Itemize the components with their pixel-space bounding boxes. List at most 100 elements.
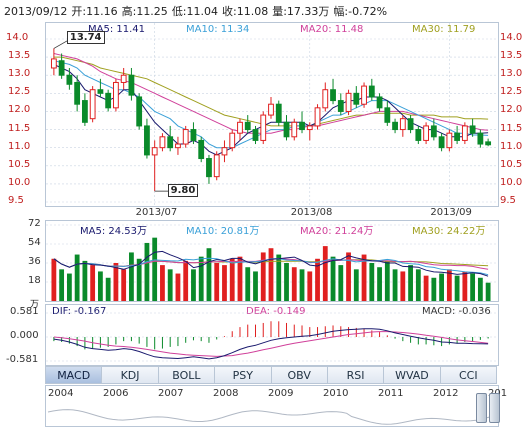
volume-ma5-line <box>53 250 489 277</box>
volume-bar <box>346 252 351 301</box>
macd-ytick: 0.581 <box>10 306 39 317</box>
timeline-left-handle[interactable] <box>476 393 487 423</box>
volume-ma30-label: MA30: 24.22万 <box>412 226 486 237</box>
tab-cci[interactable]: CCI <box>439 366 497 384</box>
tab-macd[interactable]: MACD <box>45 366 102 384</box>
volume-bar <box>183 260 189 301</box>
candle-body <box>330 89 336 102</box>
volume-bar <box>66 273 72 301</box>
volume-bar <box>74 254 80 301</box>
candle-body <box>97 89 104 94</box>
candle-body <box>469 125 476 134</box>
volume-bar <box>97 271 103 301</box>
volume-bar <box>206 248 212 301</box>
volume-bar <box>392 269 398 301</box>
price-ytick-right: 11.5 <box>500 122 522 134</box>
volume-bar <box>361 254 367 301</box>
macd-chart-svg <box>46 312 498 362</box>
volume-bar <box>229 258 235 301</box>
timeline-year-label: 2012 <box>433 388 459 399</box>
price-ytick-right: 13.5 <box>500 50 522 62</box>
volume-ma20-label: MA20: 21.24万 <box>300 226 374 237</box>
macd-dea-label: DEA: -0.149 <box>246 306 306 317</box>
timeline-year-label: 2011 <box>378 388 404 399</box>
candle-body <box>399 118 406 131</box>
candle-body <box>105 92 112 109</box>
volume-unit-label: 万 <box>30 300 40 310</box>
price-ytick-right: 10.0 <box>500 176 522 188</box>
candle-body <box>128 74 135 96</box>
price-ytick-right: 13.0 <box>500 68 522 80</box>
candle-body <box>407 118 414 131</box>
volume-bar <box>377 267 382 301</box>
volume-bar <box>369 263 375 301</box>
price-ytick-left: 13.0 <box>8 68 31 80</box>
volume-bar <box>477 277 483 301</box>
volume-ma5-label: MA5: 24.53万 <box>80 226 148 237</box>
volume-panel[interactable]: MA5: 24.53万 MA10: 20.81万 MA20: 21.24万 MA… <box>45 220 499 302</box>
price-ytick-left: 12.5 <box>8 86 31 98</box>
quote-high: 高:11.25 <box>121 5 168 18</box>
candle-body <box>299 121 305 131</box>
price-ma10-line <box>53 60 489 149</box>
macd-panel[interactable]: DIF: -0.167 DEA: -0.149 MACD: -0.036 <box>45 304 499 366</box>
candle-body <box>213 154 220 178</box>
volume-bar <box>245 267 251 301</box>
candle-body <box>392 121 398 131</box>
timeline-right-handle[interactable] <box>489 393 500 423</box>
timeline-navigator[interactable]: 20042006200720082009201020112012201 <box>45 385 507 427</box>
candle-body <box>485 141 492 146</box>
price-ytick-left: 11.5 <box>8 122 31 134</box>
tab-psy[interactable]: PSY <box>214 366 271 384</box>
candle-body <box>361 85 367 105</box>
volume-bar <box>446 269 452 301</box>
volume-bar <box>470 273 476 301</box>
price-ma10-label: MA10: 11.34 <box>186 24 250 35</box>
tab-rsi[interactable]: RSI <box>326 366 384 384</box>
candle-body <box>454 132 461 141</box>
volume-bar <box>214 263 220 301</box>
volume-bar <box>408 265 413 301</box>
volume-bar <box>268 248 274 301</box>
volume-bar <box>322 246 328 301</box>
candle-body <box>268 103 274 116</box>
candle-body <box>190 129 197 141</box>
quote-header: 2013/09/12 开:11.16 高:11.25 低:11.04 收:11.08 量:… <box>4 3 391 19</box>
candle-body <box>376 96 383 109</box>
price-ytick-left: 14.0 <box>6 32 29 43</box>
price-ytick-left: 10.5 <box>8 158 31 170</box>
volume-bar <box>105 277 111 301</box>
high-marker-pointer <box>53 40 69 49</box>
volume-bar <box>136 258 142 301</box>
price-ytick-left: 10.0 <box>8 176 31 188</box>
candle-body <box>345 92 352 112</box>
candle-body <box>337 100 344 112</box>
price-ma30-line <box>53 56 489 127</box>
candle-body <box>446 132 453 149</box>
tab-kdj[interactable]: KDJ <box>101 366 158 384</box>
quote-close: 收:11.08 <box>222 5 269 18</box>
volume-bar <box>121 269 127 301</box>
candle-body <box>423 125 429 141</box>
candle-body <box>175 143 181 149</box>
candle-body <box>144 125 150 156</box>
price-panel[interactable]: MA5: 11.41 MA10: 11.34 MA20: 11.48 MA30:… <box>45 22 499 207</box>
timeline-sparkline <box>47 409 497 425</box>
price-ma30-label: MA30: 11.79 <box>412 24 476 35</box>
volume-bar <box>82 260 88 301</box>
tab-boll[interactable]: BOLL <box>157 366 215 384</box>
volume-ytick: 72 <box>28 218 41 229</box>
volume-bar <box>423 275 429 301</box>
volume-bar <box>384 260 390 301</box>
candle-body <box>260 114 267 141</box>
candle-body <box>438 136 445 149</box>
tab-wvad[interactable]: WVAD <box>383 366 440 384</box>
candle-body <box>461 125 468 141</box>
price-ma20-label: MA20: 11.48 <box>300 24 364 35</box>
tab-obv[interactable]: OBV <box>270 366 327 384</box>
candle-body <box>81 100 88 123</box>
volume-bar <box>431 277 437 301</box>
candle-body <box>151 147 158 156</box>
candle-body <box>283 121 290 138</box>
volume-bar <box>353 269 359 301</box>
